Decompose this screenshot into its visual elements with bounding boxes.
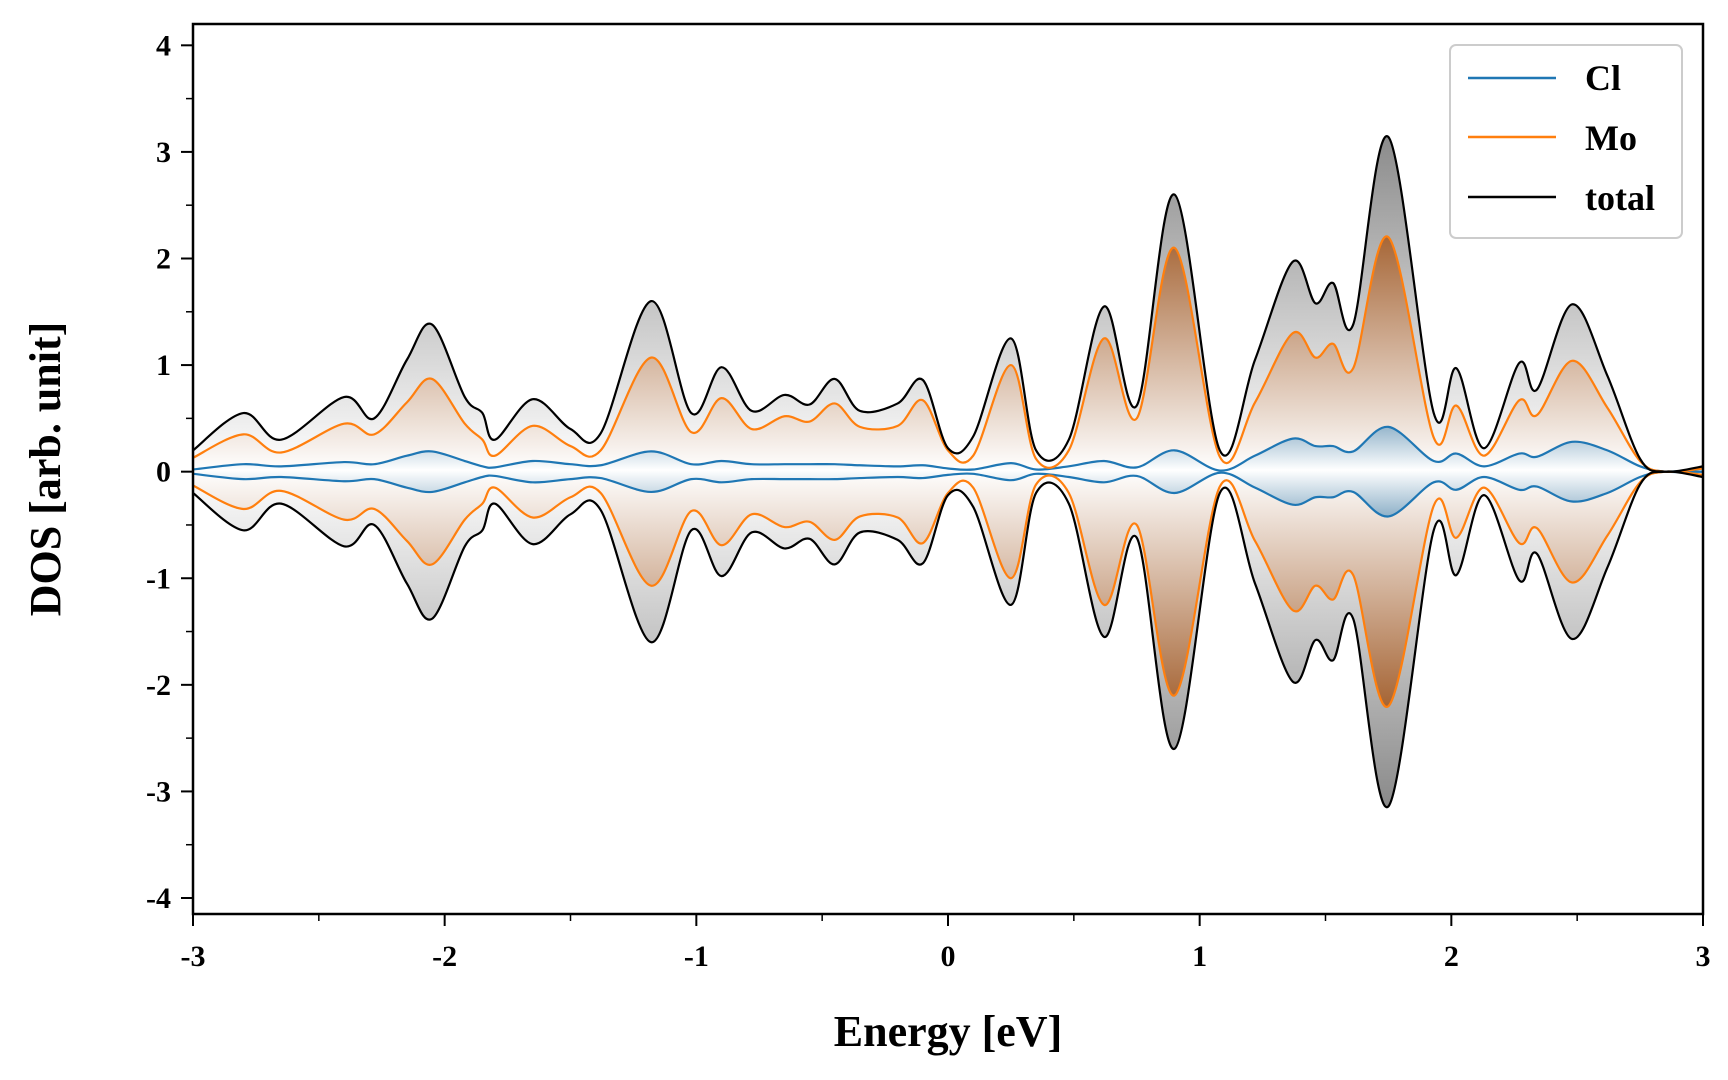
cl-line-up <box>193 425 1703 474</box>
y-tick-label: -4 <box>146 882 171 915</box>
mo-line-up <box>193 235 1703 474</box>
y-axis: -4 -3 -2 -1 0 1 2 3 4 <box>146 29 193 915</box>
y-tick-label: 4 <box>156 29 171 62</box>
y-tick-label: 0 <box>156 456 171 489</box>
mo-line-down <box>193 470 1703 708</box>
y-axis-title: DOS [arb. unit] <box>21 322 70 617</box>
legend-label-total: total <box>1585 178 1655 218</box>
y-tick-label: -2 <box>146 669 171 702</box>
y-tick-label: 1 <box>156 349 171 382</box>
y-tick-label: -1 <box>146 562 171 595</box>
y-tick-label: 2 <box>156 242 171 275</box>
x-axis-title: Energy [eV] <box>834 1007 1063 1056</box>
x-tick-label: 1 <box>1192 940 1207 973</box>
x-tick-label: -2 <box>432 940 457 973</box>
total-line-up <box>193 135 1703 473</box>
y-tick-label: 3 <box>156 136 171 169</box>
x-axis: -3 -2 -1 0 1 2 3 <box>181 914 1711 973</box>
legend-box <box>1449 44 1683 239</box>
x-tick-label: 0 <box>941 940 956 973</box>
cl-fill-area <box>193 426 1703 517</box>
dos-lines <box>193 135 1703 808</box>
x-tick-label: -3 <box>181 940 206 973</box>
dos-fill-areas <box>193 136 1703 808</box>
total-line-down <box>193 470 1703 808</box>
legend-label-mo: Mo <box>1585 118 1637 158</box>
legend-label-cl: Cl <box>1585 58 1621 98</box>
legend: Cl Mo total <box>1449 44 1683 239</box>
cl-line-down <box>193 470 1703 518</box>
x-tick-label: 3 <box>1696 940 1711 973</box>
y-tick-label: -3 <box>146 775 171 808</box>
x-tick-label: 2 <box>1444 940 1459 973</box>
x-tick-label: -1 <box>684 940 709 973</box>
